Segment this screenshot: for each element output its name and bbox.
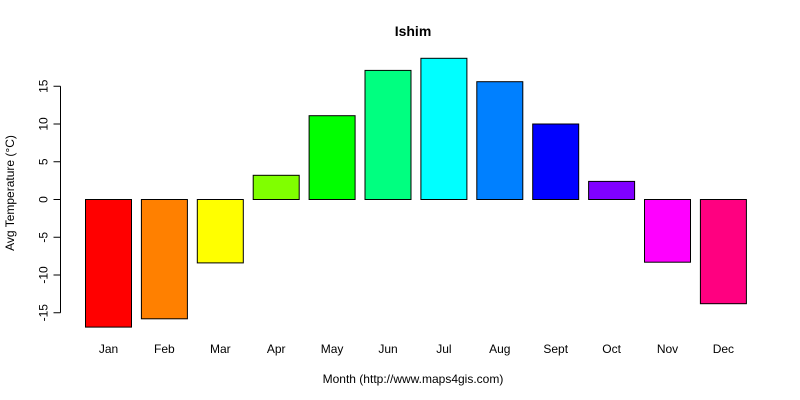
bar-oct [588,180,636,200]
x-tick-label-sept: Sept [543,342,568,356]
y-tick-label: 5 [37,158,51,165]
y-tick-label: -5 [37,232,51,243]
x-tick-label-jun: Jun [378,342,397,356]
x-tick-label-jul: Jul [436,342,451,356]
bar-nov [644,199,691,263]
y-axis: -15 -10 -5 0 5 10 15 [37,79,61,321]
bar-feb [140,199,188,320]
x-axis-label: Month (http://www.maps4gis.com) [323,372,504,386]
bar-mar [196,199,244,264]
bar-dec [699,199,747,305]
x-tick-label-mar: Mar [210,342,231,356]
x-tick-label-nov: Nov [657,342,678,356]
bar-jun [364,69,412,201]
bar-jul [420,57,468,200]
x-tick-label-may: May [321,342,344,356]
bar-aug [476,81,524,200]
x-tick-label-apr: Apr [267,342,286,356]
bar-apr [252,174,300,201]
y-axis-label: Avg Temperature (°C) [3,135,17,251]
y-tick-label: -15 [37,304,51,322]
y-tick-label: 15 [37,79,51,93]
bar-jan [85,199,132,328]
bars-group [85,57,747,328]
bar-sept [532,123,580,200]
bar-may [308,115,356,200]
x-tick-label-oct: Oct [602,342,621,356]
y-tick-label: -10 [37,266,51,284]
x-tick-labels: Jan Feb Mar Apr May Jun Jul Aug Sept Oct Nov Dec [99,342,734,356]
x-tick-label-jan: Jan [99,342,118,356]
x-tick-label-feb: Feb [154,342,175,356]
y-tick-label: 10 [37,117,51,131]
x-tick-label-aug: Aug [489,342,510,356]
y-tick-label: 0 [37,196,51,203]
chart-title: Ishim [395,23,432,39]
x-tick-label-dec: Dec [713,342,734,356]
